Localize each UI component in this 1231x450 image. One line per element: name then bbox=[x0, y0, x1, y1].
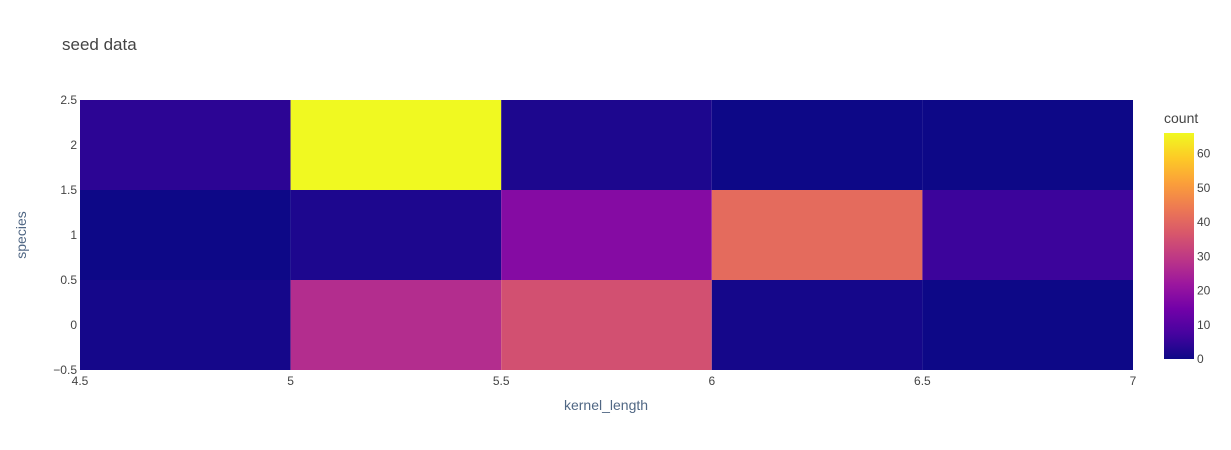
y-tick-label: 1 bbox=[70, 228, 77, 242]
y-axis-ticks: −0.5 0 0.5 1 1.5 2 2.5 bbox=[53, 93, 77, 377]
heatmap-cell bbox=[711, 280, 923, 370]
heatmap-cell bbox=[711, 190, 923, 280]
colorbar-tick-label: 0 bbox=[1197, 352, 1204, 366]
colorbar-tick-label: 10 bbox=[1197, 318, 1211, 332]
heatmap-cell bbox=[501, 190, 712, 280]
heatmap-cells bbox=[80, 100, 1133, 370]
x-tick-label: 5 bbox=[287, 374, 294, 388]
x-tick-label: 5.5 bbox=[493, 374, 510, 388]
x-axis-title: kernel_length bbox=[564, 397, 648, 413]
colorbar-ticks: 0 10 20 30 40 50 60 bbox=[1197, 147, 1211, 366]
heatmap-cell bbox=[922, 190, 1133, 280]
x-axis-ticks: 4.5 5 5.5 6 6.5 7 bbox=[72, 374, 1137, 388]
chart-title: seed data bbox=[62, 35, 137, 54]
heatmap-cell bbox=[501, 100, 712, 190]
y-tick-label: 2.5 bbox=[60, 93, 77, 107]
heatmap-cell bbox=[922, 280, 1133, 370]
colorbar-tick-label: 20 bbox=[1197, 284, 1211, 298]
colorbar-tick-label: 30 bbox=[1197, 249, 1211, 263]
x-tick-label: 6.5 bbox=[914, 374, 931, 388]
y-tick-label: 0 bbox=[70, 318, 77, 332]
y-tick-label: 0.5 bbox=[60, 273, 77, 287]
heatmap-cell bbox=[80, 280, 291, 370]
x-tick-label: 6 bbox=[708, 374, 715, 388]
heatmap-cell bbox=[290, 280, 502, 370]
heatmap-cell bbox=[80, 190, 291, 280]
heatmap-cell bbox=[501, 280, 712, 370]
colorbar-title: count bbox=[1164, 110, 1198, 126]
y-tick-label: −0.5 bbox=[53, 363, 77, 377]
heatmap-cell bbox=[290, 190, 502, 280]
x-tick-label: 4.5 bbox=[72, 374, 89, 388]
y-tick-label: 1.5 bbox=[60, 183, 77, 197]
colorbar bbox=[1164, 133, 1194, 359]
heatmap-cell bbox=[80, 100, 291, 190]
heatmap-cell bbox=[290, 100, 502, 190]
colorbar-tick-label: 40 bbox=[1197, 215, 1211, 229]
y-tick-label: 2 bbox=[70, 138, 77, 152]
y-axis-title: species bbox=[13, 211, 29, 258]
colorbar-tick-label: 50 bbox=[1197, 181, 1211, 195]
x-tick-label: 7 bbox=[1130, 374, 1137, 388]
heatmap-cell bbox=[711, 100, 923, 190]
colorbar-tick-label: 60 bbox=[1197, 147, 1211, 161]
heatmap-cell bbox=[922, 100, 1133, 190]
